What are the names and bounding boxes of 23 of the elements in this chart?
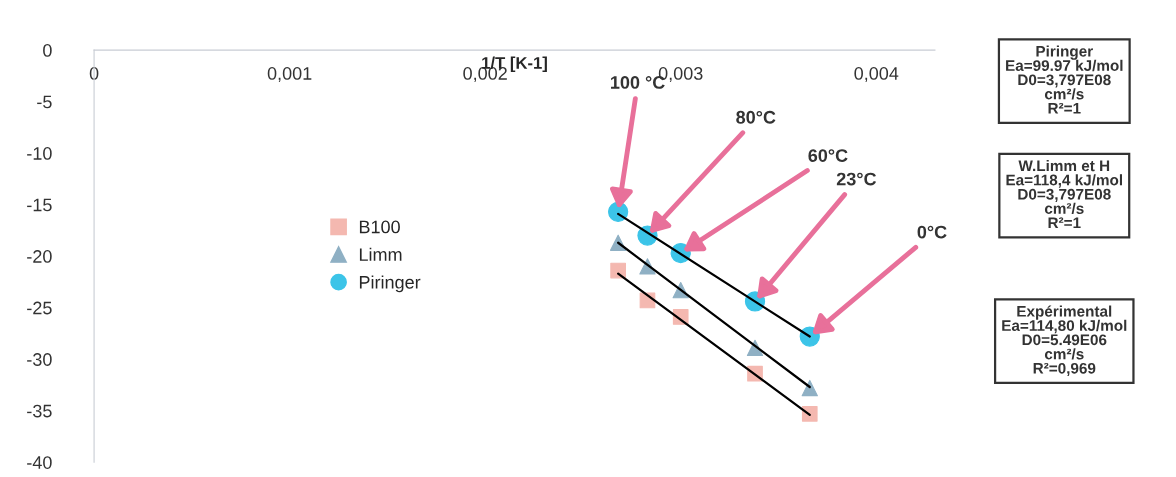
text: Expérimental Ea=114,80 kJ/mol D0=5.49E06 cm²/s R²=0,969 (1002, 305, 1127, 376)
y-tick-label: -25 (27, 301, 52, 315)
annotation: 0°C (917, 225, 947, 239)
annotation: 23°C (836, 172, 877, 186)
y-tick-label: -15 (27, 198, 52, 212)
y-tick-label: -40 (27, 456, 52, 469)
y-tick-label: -20 (27, 250, 52, 263)
x-tick-label: 0,001 (267, 67, 312, 82)
x-tick-label: 0 (89, 67, 99, 80)
y-tick-label: -30 (27, 353, 52, 366)
text: W.Limm et H Ea=118,4 kJ/mol D0=3,797E08 cm²/s R²=1 (1006, 159, 1123, 228)
annotation: 80°C (736, 110, 776, 124)
y-tick-label: -5 (37, 95, 52, 109)
y-tick-label: -35 (27, 404, 52, 418)
text: Piringer Ea=99.97 kJ/mol D0=3,797E08 cm²/s R²=1 (1006, 45, 1123, 114)
y-tick-label: 0 (43, 44, 52, 57)
x-tick-label: 0,004 (854, 67, 899, 82)
legend-label: Limm (359, 247, 402, 261)
annotation: 60°C (808, 149, 848, 162)
legend-label: B100 (359, 220, 400, 234)
legend-label: Piringer (359, 275, 421, 293)
point (610, 262, 626, 279)
y-tick-label: -10 (27, 147, 52, 160)
